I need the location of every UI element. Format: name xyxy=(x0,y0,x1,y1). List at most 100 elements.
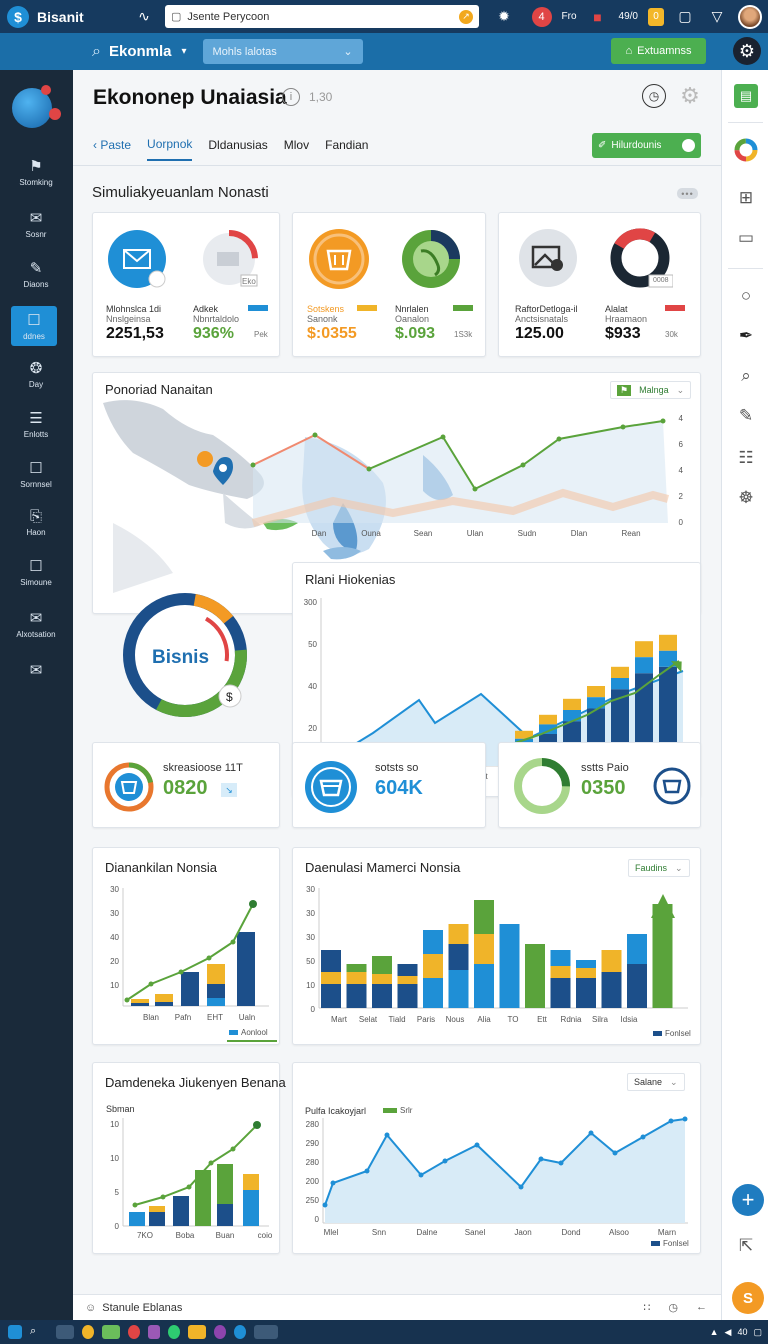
sidebar-item-mail[interactable]: ✉ xyxy=(6,650,66,690)
sidebar-item-label: Sornnsel xyxy=(20,480,52,489)
x-tick-label: TO xyxy=(508,1015,519,1024)
stat-value: 0820 xyxy=(163,777,208,799)
tab-fandian[interactable]: Fandian xyxy=(325,138,369,152)
sidebar-item[interactable]: ☰ Enlotts xyxy=(6,404,66,444)
circle-icon[interactable]: ○ xyxy=(740,286,752,305)
wifi-icon[interactable]: ▲ xyxy=(709,1327,719,1337)
grid-icon[interactable]: ⊞ xyxy=(738,188,754,207)
sidebar-item[interactable]: ✉ Alxotsation xyxy=(6,604,66,644)
window-icon[interactable]: ▢ xyxy=(678,8,692,24)
chevron-down-icon: ⌄ xyxy=(670,1076,678,1087)
sidebar-item[interactable]: ✉ Sosnr xyxy=(6,204,66,244)
bar-segment xyxy=(635,641,653,658)
tab-mlov[interactable]: Mlov xyxy=(283,138,310,152)
apps-icon[interactable]: ☸ xyxy=(738,488,754,507)
sidebar-item[interactable]: ❂ Day xyxy=(6,354,66,394)
back-arrow-icon[interactable]: ← xyxy=(696,1301,707,1313)
folder-icon[interactable] xyxy=(188,1325,206,1339)
search-action-icon[interactable]: ↗ xyxy=(459,9,473,24)
layout-icon[interactable]: ▤ xyxy=(734,84,758,108)
sidebar-item[interactable]: ☐ ddnes xyxy=(11,306,57,346)
bar-segment xyxy=(372,956,392,974)
tab-back[interactable]: ‹ Paste xyxy=(93,138,132,152)
search-icon[interactable]: ⌕ xyxy=(741,366,751,385)
sidebar-item[interactable]: ⎘ Haon xyxy=(6,502,66,542)
ring-chart xyxy=(514,758,570,814)
sidebar-item[interactable]: ☐ Simoune xyxy=(6,552,66,592)
export-icon[interactable]: ⇱ xyxy=(738,1236,754,1255)
add-button[interactable]: + xyxy=(732,1184,764,1216)
tab-dldanusias[interactable]: Dldanusias xyxy=(208,138,268,152)
sidebar-item[interactable]: ☐ Sornnsel xyxy=(6,454,66,494)
data-point xyxy=(312,432,318,438)
drag-handle-icon[interactable]: ∷ xyxy=(643,1302,651,1314)
help-button[interactable]: S xyxy=(732,1282,764,1314)
bar-segment xyxy=(423,930,443,954)
gift-icon[interactable]: ■ xyxy=(593,8,602,25)
volume-icon[interactable]: ◀ xyxy=(724,1326,732,1337)
timer-icon[interactable]: ◷ xyxy=(642,84,666,108)
stat-value: 604K xyxy=(375,777,423,799)
tab-uorpnok[interactable]: Uorpnok xyxy=(147,129,193,161)
edit-icon[interactable]: ✎ xyxy=(738,406,754,425)
action-button[interactable]: ⌂ Extuamnss xyxy=(611,38,706,64)
more-icon[interactable]: ••• xyxy=(677,188,698,199)
gear-icon[interactable]: ⚙ xyxy=(733,37,761,65)
puzzle-icon[interactable]: ☷ xyxy=(738,448,754,467)
title-number: 1,30 xyxy=(309,90,333,104)
data-point xyxy=(518,1184,524,1190)
workspace-select[interactable]: Mohls lalotas ⌄ xyxy=(202,39,363,64)
kpi-sub: 1S3k xyxy=(454,330,473,339)
x-tick-label: Dalne xyxy=(417,1228,438,1237)
chart-select[interactable]: Faudins ⌄ xyxy=(628,859,690,877)
sidebar-item-label: Haon xyxy=(26,527,46,537)
app-icon[interactable] xyxy=(128,1325,140,1339)
bar-segment xyxy=(346,972,367,984)
y-tick-label: 30 xyxy=(306,909,315,918)
browser-icon[interactable] xyxy=(82,1325,94,1339)
kpi-label: Sanonk xyxy=(307,314,338,324)
chat-icon[interactable] xyxy=(56,1325,74,1339)
search-input[interactable]: ▢ Jsente Perycoon ↗ xyxy=(165,5,479,28)
window-icon[interactable]: ▭ xyxy=(737,228,755,247)
chevron-down-icon[interactable]: ▾ xyxy=(181,46,187,57)
app-logo[interactable]: $ xyxy=(7,5,29,28)
avatar[interactable] xyxy=(738,4,762,29)
bar-segment xyxy=(372,984,392,1008)
series-line xyxy=(126,903,254,1001)
coin-badge[interactable]: 0 xyxy=(648,7,664,26)
kpi-sub: Pek xyxy=(254,330,268,339)
color-wheel-icon[interactable] xyxy=(734,138,758,162)
kpi-sub: 30k xyxy=(665,330,678,339)
start-icon[interactable] xyxy=(8,1325,22,1339)
toggle-button[interactable]: ✐ Hilurdounis xyxy=(592,133,701,158)
chart-select[interactable]: Salane ⌄ xyxy=(627,1073,685,1091)
feather-icon[interactable]: ✒ xyxy=(738,326,754,345)
sidebar-item[interactable]: ⚑ Stomking xyxy=(6,152,66,192)
app-icon[interactable] xyxy=(254,1325,278,1339)
settings-icon[interactable]: ✹ xyxy=(498,8,510,24)
app-icon[interactable] xyxy=(168,1325,180,1339)
sidebar-item[interactable]: ✎ Diaons xyxy=(6,254,66,294)
data-point xyxy=(556,436,562,442)
gear-icon[interactable]: ⚙ xyxy=(680,83,700,108)
app-icon[interactable] xyxy=(148,1325,160,1339)
bar-segment xyxy=(659,666,677,766)
notification-badge[interactable]: 4 xyxy=(531,6,552,27)
app-icon[interactable] xyxy=(102,1325,120,1339)
map-select[interactable]: ⚑ Malnga ⌄ xyxy=(610,381,692,399)
workspace-name[interactable]: Ekonmla xyxy=(108,43,172,60)
info-icon[interactable]: i xyxy=(282,88,300,106)
app-icon[interactable] xyxy=(234,1325,246,1339)
wifi-icon[interactable]: ▽ xyxy=(711,8,723,24)
notification-icon[interactable]: ▢ xyxy=(753,1326,762,1337)
sidebar-item-label: ddnes xyxy=(23,332,45,341)
clock-icon[interactable]: ◷ xyxy=(668,1302,678,1314)
bar-segment xyxy=(601,972,622,1008)
app-icon[interactable] xyxy=(214,1325,226,1339)
search-globe-icon: ⌕ xyxy=(92,42,101,60)
kpi-label: Nnslgeinsa xyxy=(106,314,151,324)
data-point xyxy=(178,969,184,975)
pulse-icon[interactable]: ∿ xyxy=(138,8,150,24)
search-icon[interactable]: ⌕ xyxy=(30,1325,37,1337)
